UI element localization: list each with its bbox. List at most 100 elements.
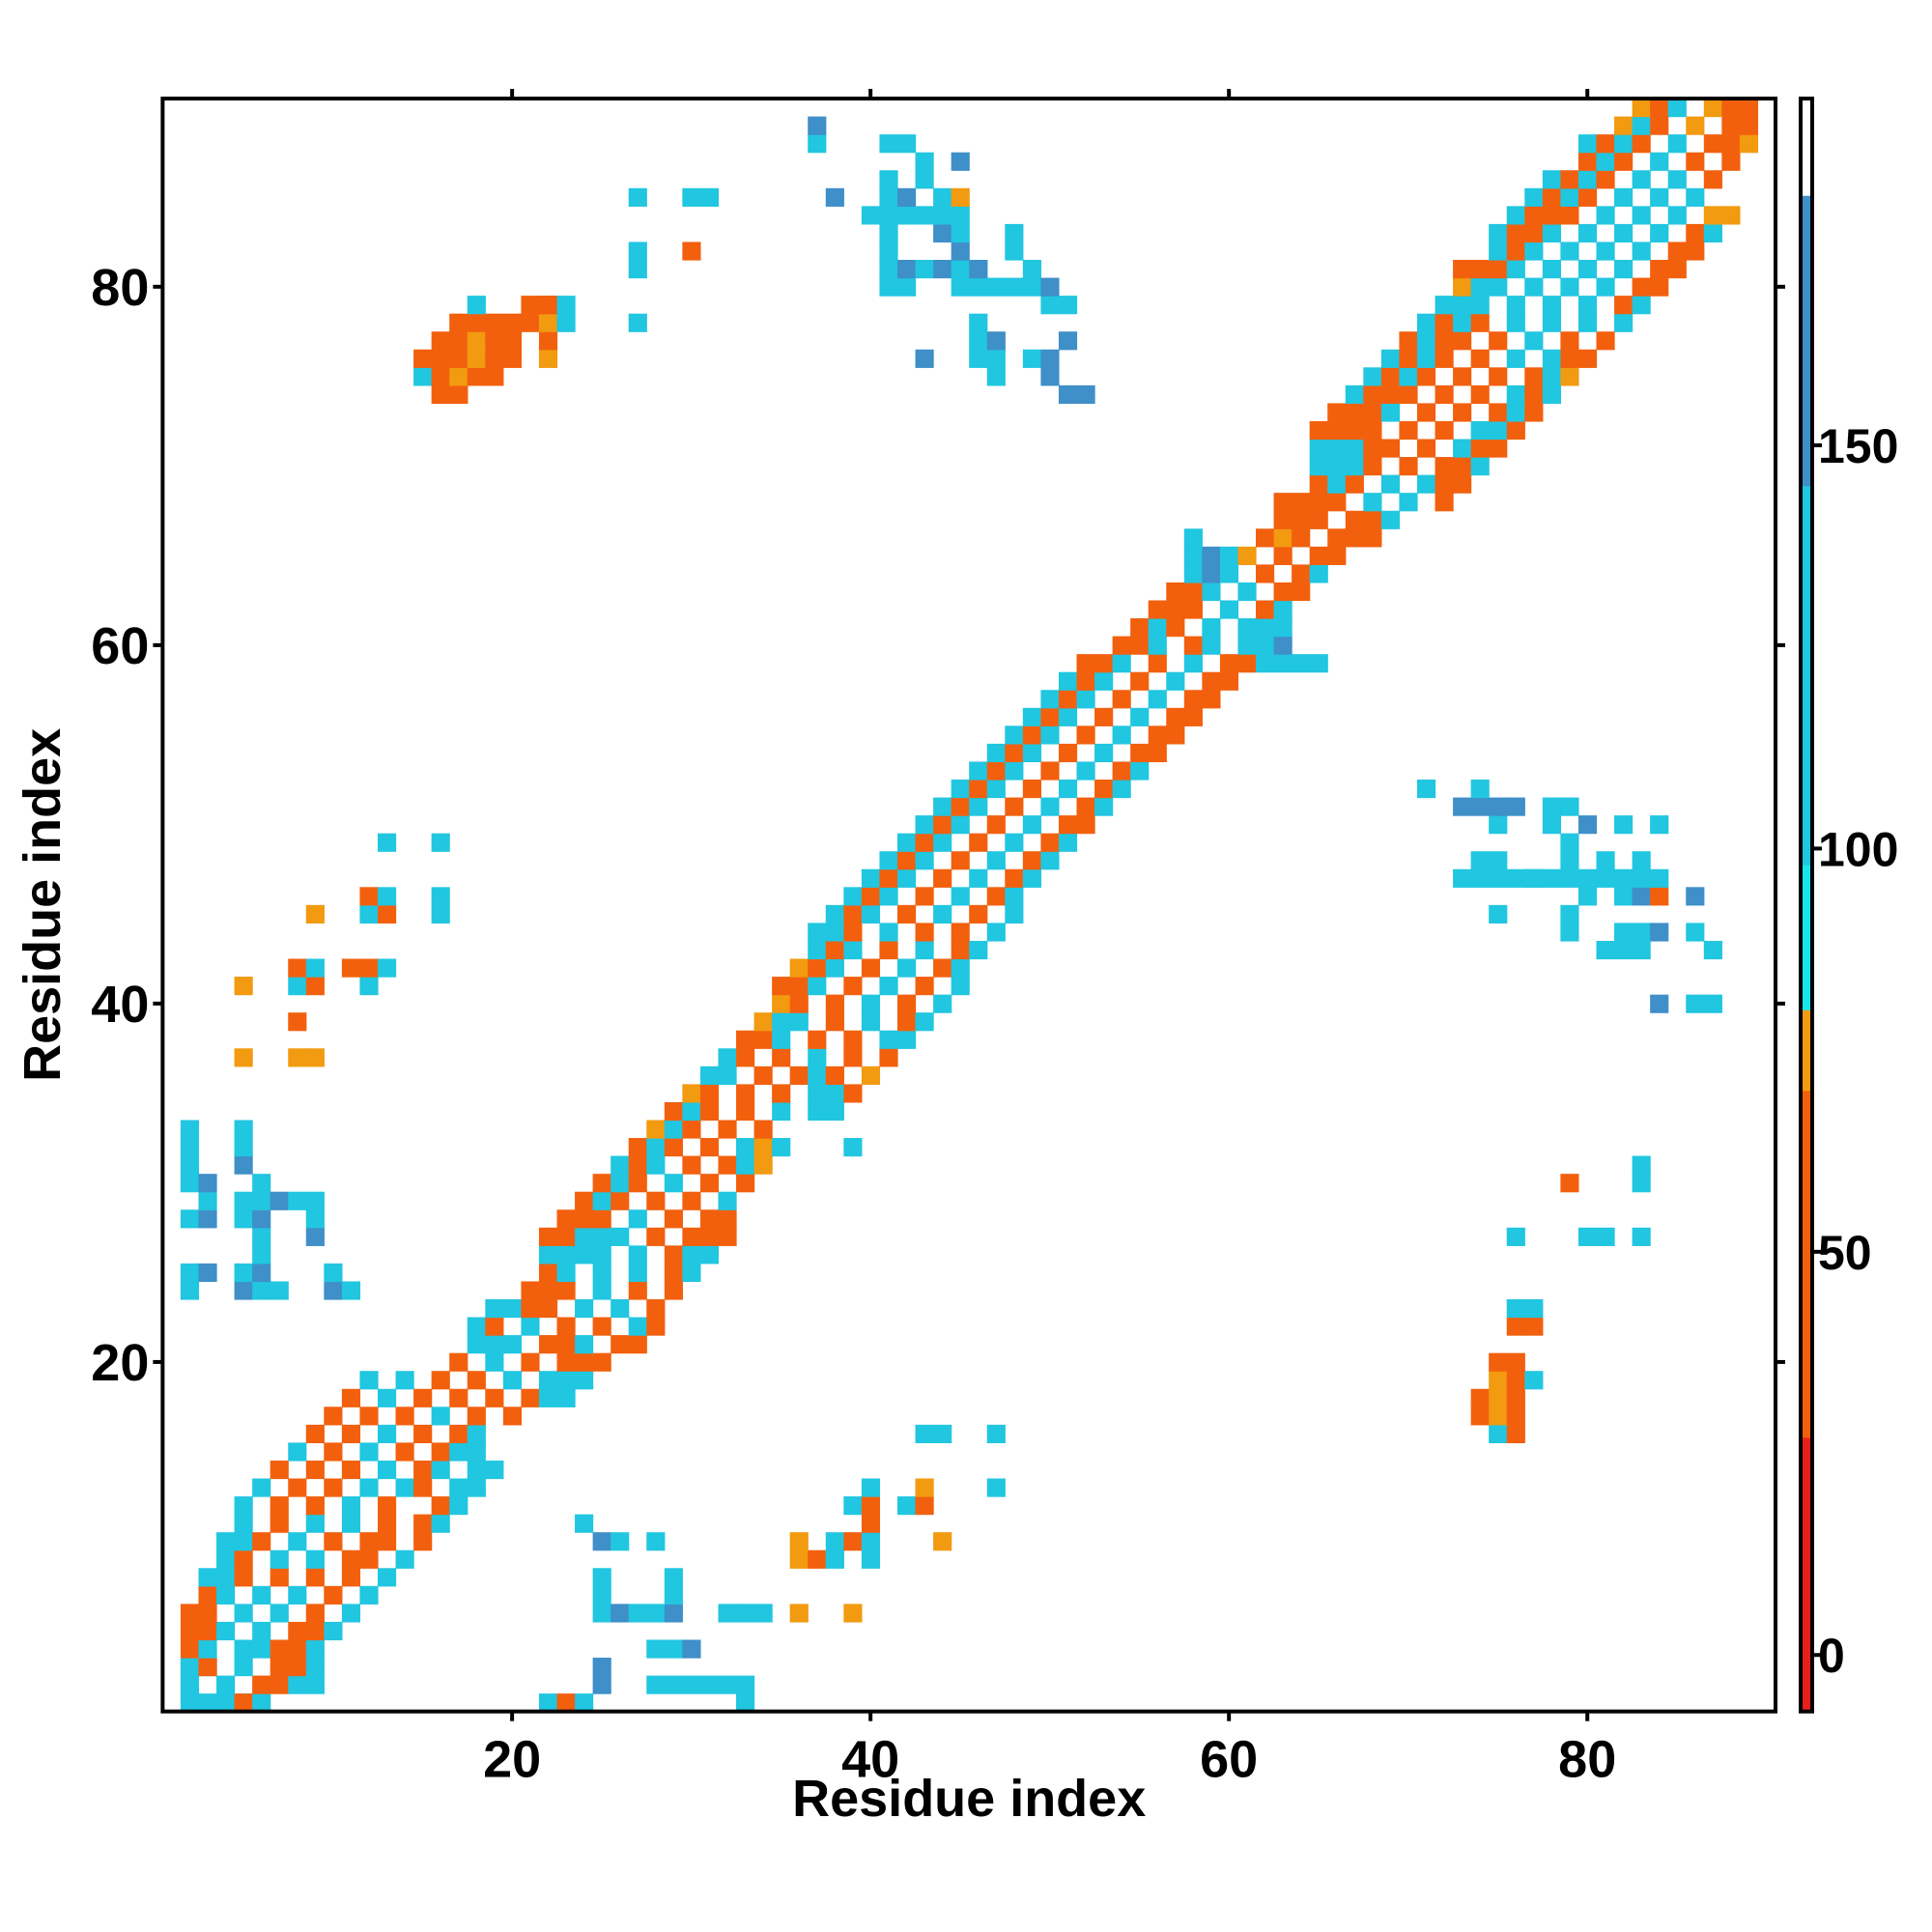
heatmap-cell (628, 313, 647, 332)
heatmap-cell (1005, 725, 1024, 745)
heatmap-cell (843, 887, 863, 906)
heatmap-cell (467, 1442, 486, 1462)
heatmap-cell (377, 833, 397, 852)
heatmap-cell (538, 1281, 558, 1300)
heatmap-cell (1489, 1352, 1525, 1372)
heatmap-cell (1453, 331, 1472, 351)
heatmap-cell (216, 1585, 236, 1605)
heatmap-cell (1650, 116, 1669, 135)
heatmap-cell (1058, 690, 1078, 709)
heatmap-cell (1489, 1406, 1508, 1426)
heatmap-cell (896, 833, 917, 852)
heatmap-cell (1219, 600, 1239, 619)
heatmap-cell (1614, 223, 1634, 243)
heatmap-cell (1686, 116, 1705, 135)
heatmap-cell (861, 904, 881, 924)
heatmap-cell (1560, 797, 1579, 816)
heatmap-cell (538, 349, 558, 368)
heatmap-cell (1345, 528, 1364, 548)
heatmap-cell (1292, 528, 1311, 548)
heatmap-cell (1489, 904, 1508, 924)
heatmap-cell (1273, 546, 1293, 565)
heatmap-cell (1506, 797, 1525, 816)
heatmap-cell (664, 1245, 683, 1264)
heatmap-cell (1453, 868, 1472, 888)
heatmap-cell (611, 1299, 630, 1319)
heatmap-cell (252, 1174, 271, 1193)
heatmap-cell (1040, 833, 1060, 852)
heatmap-cell (1416, 313, 1436, 332)
heatmap-cell (915, 349, 934, 368)
heatmap-cell (628, 1604, 666, 1623)
heatmap-cell (861, 1065, 881, 1085)
heatmap-cell (270, 1460, 289, 1480)
heatmap-cell (1166, 725, 1185, 745)
heatmap-cell (772, 1048, 791, 1067)
heatmap-cell (789, 1604, 809, 1623)
heatmap-cell (270, 1568, 289, 1587)
heatmap-cell (1112, 761, 1131, 781)
heatmap-cell (1183, 528, 1203, 548)
heatmap-cell (915, 1012, 934, 1032)
heatmap-cell (915, 833, 934, 852)
heatmap-cell (324, 1442, 343, 1462)
heatmap-cell (1435, 384, 1454, 405)
heatmap-cell (1506, 1227, 1525, 1246)
heatmap-cell (1489, 439, 1508, 458)
heatmap-cell (270, 1514, 289, 1533)
heatmap-cell (699, 1084, 720, 1103)
heatmap-cell (1094, 707, 1114, 726)
heatmap-cell (682, 187, 720, 207)
heatmap-cell (324, 1532, 343, 1551)
heatmap-cell (1524, 1371, 1544, 1390)
heatmap-cell (1524, 367, 1544, 386)
heatmap-cell (1506, 1299, 1544, 1319)
heatmap-cell (556, 1335, 576, 1354)
heatmap-cell (825, 958, 844, 978)
heatmap-cell (1309, 457, 1364, 476)
heatmap-cell (288, 1012, 307, 1032)
heatmap-cell (1560, 170, 1579, 189)
heatmap-cell (915, 923, 934, 942)
heatmap-cell (1058, 833, 1078, 852)
heatmap-cell (896, 1030, 917, 1049)
heatmap-cell (502, 349, 522, 368)
heatmap-cell (592, 1585, 611, 1605)
heatmap-cell (1577, 887, 1598, 906)
heatmap-cell (1380, 384, 1401, 405)
heatmap-cell (1577, 1227, 1615, 1246)
heatmap-cell (395, 1406, 414, 1426)
heatmap-cell (969, 868, 988, 888)
heatmap-cell (324, 1263, 343, 1283)
heatmap-cell (1040, 690, 1060, 709)
heatmap-cell (1524, 1317, 1544, 1336)
heatmap-cell (1560, 833, 1579, 852)
heatmap-cell (1327, 493, 1347, 512)
heatmap-cell (1542, 815, 1561, 835)
heatmap-cell (699, 1209, 720, 1229)
heatmap-cell (969, 904, 988, 924)
heatmap-cells (180, 99, 1759, 1713)
heatmap-cell (628, 1209, 647, 1229)
heatmap-cell (1470, 260, 1490, 279)
heatmap-cell (1489, 868, 1508, 888)
heatmap-cell (1076, 690, 1095, 709)
colorbar-tick-label: 50 (1818, 1226, 1872, 1280)
heatmap-cell (485, 1352, 504, 1372)
heatmap-cell (1560, 868, 1579, 888)
heatmap-cell (646, 1155, 666, 1175)
heatmap-cell (270, 1639, 289, 1659)
heatmap-cell (270, 1658, 289, 1677)
heatmap-cell (789, 977, 809, 996)
heatmap-cell (431, 1371, 450, 1390)
heatmap-cell (234, 1138, 253, 1157)
x-tick-label: 80 (1558, 1731, 1616, 1789)
colorbar-tick-label: 100 (1818, 822, 1898, 876)
heatmap-cell (485, 331, 504, 351)
heatmap-cell (234, 977, 253, 996)
heatmap-cell (1076, 671, 1095, 691)
heatmap-cell (1470, 851, 1490, 870)
heatmap-cell (1112, 725, 1131, 745)
heatmap-cell (1183, 690, 1203, 709)
heatmap-cell (485, 1388, 504, 1407)
